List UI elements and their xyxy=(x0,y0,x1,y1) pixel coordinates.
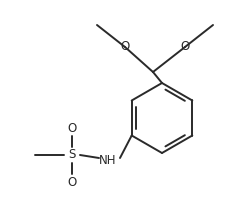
Text: S: S xyxy=(68,149,76,162)
Text: O: O xyxy=(180,41,190,53)
Text: O: O xyxy=(120,41,130,53)
Text: O: O xyxy=(67,175,77,188)
Text: NH: NH xyxy=(99,153,117,166)
Text: O: O xyxy=(67,122,77,134)
